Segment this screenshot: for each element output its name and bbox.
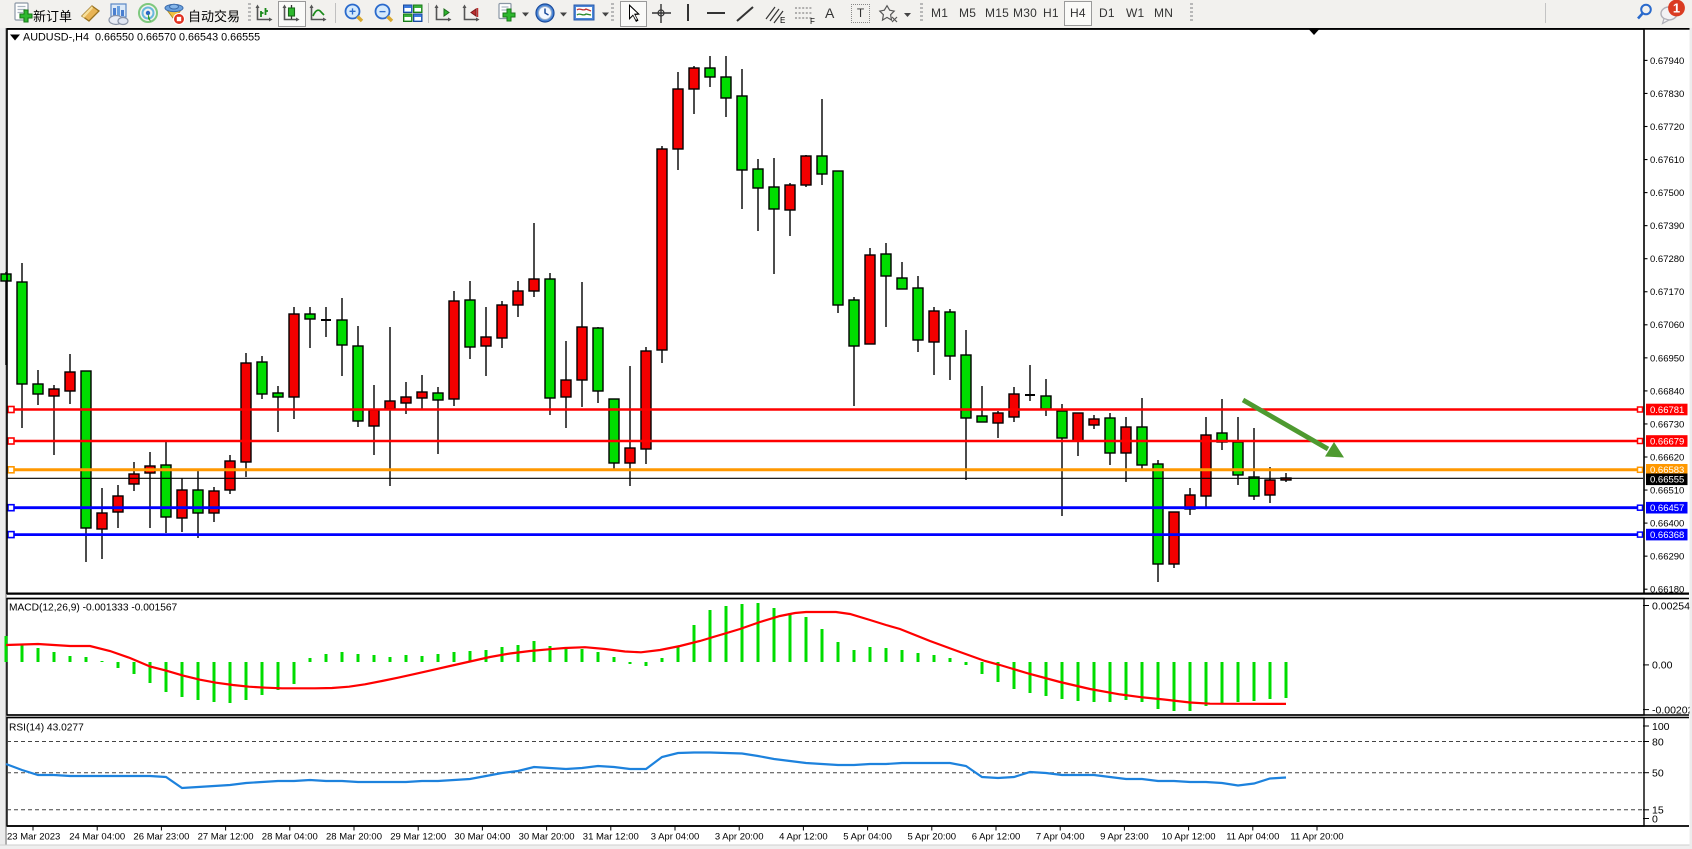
svg-text:5 Apr 20:00: 5 Apr 20:00 — [907, 832, 956, 843]
svg-text:0.66730: 0.66730 — [1650, 419, 1684, 430]
svg-text:0.67940: 0.67940 — [1650, 56, 1684, 67]
svg-text:-0.002026: -0.002026 — [1652, 704, 1692, 716]
svg-text:0.66510: 0.66510 — [1650, 485, 1684, 496]
svg-text:11 Apr 04:00: 11 Apr 04:00 — [1226, 832, 1279, 843]
svg-text:5 Apr 04:00: 5 Apr 04:00 — [843, 832, 892, 843]
svg-text:4 Apr 12:00: 4 Apr 12:00 — [779, 832, 828, 843]
svg-text:15: 15 — [1652, 805, 1664, 817]
svg-text:0.002545: 0.002545 — [1652, 600, 1692, 612]
svg-text:F: F — [810, 17, 815, 25]
svg-text:7 Apr 04:00: 7 Apr 04:00 — [1036, 832, 1085, 843]
svg-text:3 Apr 20:00: 3 Apr 20:00 — [715, 832, 764, 843]
svg-text:AUDUSD-,H4 0.66550 0.66570 0.: AUDUSD-,H4 0.66550 0.66570 0.66543 0.665… — [23, 32, 260, 44]
svg-text:0: 0 — [1652, 813, 1658, 825]
svg-text:0.66950: 0.66950 — [1650, 353, 1684, 364]
svg-text:MACD(12,26,9) -0.001333 -0.001: MACD(12,26,9) -0.001333 -0.001567 — [9, 603, 178, 614]
svg-text:0.00: 0.00 — [1652, 660, 1673, 672]
svg-text:80: 80 — [1652, 736, 1664, 748]
svg-text:29 Mar 12:00: 29 Mar 12:00 — [390, 832, 446, 843]
svg-text:10 Apr 12:00: 10 Apr 12:00 — [1162, 832, 1216, 843]
svg-text:23 Mar 2023: 23 Mar 2023 — [7, 832, 60, 843]
svg-text:28 Mar 04:00: 28 Mar 04:00 — [262, 832, 318, 843]
svg-text:26 Mar 23:00: 26 Mar 23:00 — [133, 832, 189, 843]
svg-text:0.67500: 0.67500 — [1650, 188, 1684, 199]
svg-text:6 Apr 12:00: 6 Apr 12:00 — [972, 832, 1021, 843]
svg-text:0.66180: 0.66180 — [1650, 585, 1684, 596]
svg-text:0.66457: 0.66457 — [1650, 503, 1684, 514]
svg-text:24 Mar 04:00: 24 Mar 04:00 — [69, 832, 125, 843]
svg-text:0.66583: 0.66583 — [1650, 465, 1684, 476]
svg-text:0.67610: 0.67610 — [1650, 155, 1684, 166]
svg-text:0.66555: 0.66555 — [1650, 475, 1684, 486]
svg-text:0.66620: 0.66620 — [1650, 452, 1684, 463]
svg-text:50: 50 — [1652, 768, 1664, 780]
svg-text:1: 1 — [1673, 1, 1680, 16]
svg-text:RSI(14) 43.0277: RSI(14) 43.0277 — [9, 723, 84, 734]
svg-text:0.67390: 0.67390 — [1650, 221, 1684, 232]
svg-text:+: + — [349, 5, 356, 19]
svg-text:0.67170: 0.67170 — [1650, 287, 1684, 298]
svg-text:0.67060: 0.67060 — [1650, 320, 1684, 331]
svg-text:28 Mar 20:00: 28 Mar 20:00 — [326, 832, 382, 843]
svg-text:30 Mar 04:00: 30 Mar 04:00 — [454, 832, 510, 843]
svg-text:−: − — [379, 5, 386, 19]
svg-text:0.67280: 0.67280 — [1650, 254, 1684, 265]
svg-text:0.66840: 0.66840 — [1650, 386, 1684, 397]
svg-text:30 Mar 20:00: 30 Mar 20:00 — [519, 832, 575, 843]
svg-text:31 Mar 12:00: 31 Mar 12:00 — [583, 832, 639, 843]
svg-text:0.67720: 0.67720 — [1650, 122, 1684, 133]
svg-text:E: E — [780, 16, 785, 25]
svg-text:0.66368: 0.66368 — [1650, 530, 1684, 541]
svg-text:0.66781: 0.66781 — [1650, 405, 1684, 416]
svg-text:11 Apr 20:00: 11 Apr 20:00 — [1290, 832, 1343, 843]
svg-text:9 Apr 23:00: 9 Apr 23:00 — [1100, 832, 1149, 843]
svg-text:0.67830: 0.67830 — [1650, 89, 1684, 100]
svg-text:0.66290: 0.66290 — [1650, 552, 1684, 563]
svg-text:100: 100 — [1652, 721, 1670, 733]
svg-text:0.66400: 0.66400 — [1650, 519, 1684, 530]
svg-text:3 Apr 04:00: 3 Apr 04:00 — [651, 832, 700, 843]
svg-text:0.66679: 0.66679 — [1650, 436, 1684, 447]
svg-text:27 Mar 12:00: 27 Mar 12:00 — [198, 832, 254, 843]
